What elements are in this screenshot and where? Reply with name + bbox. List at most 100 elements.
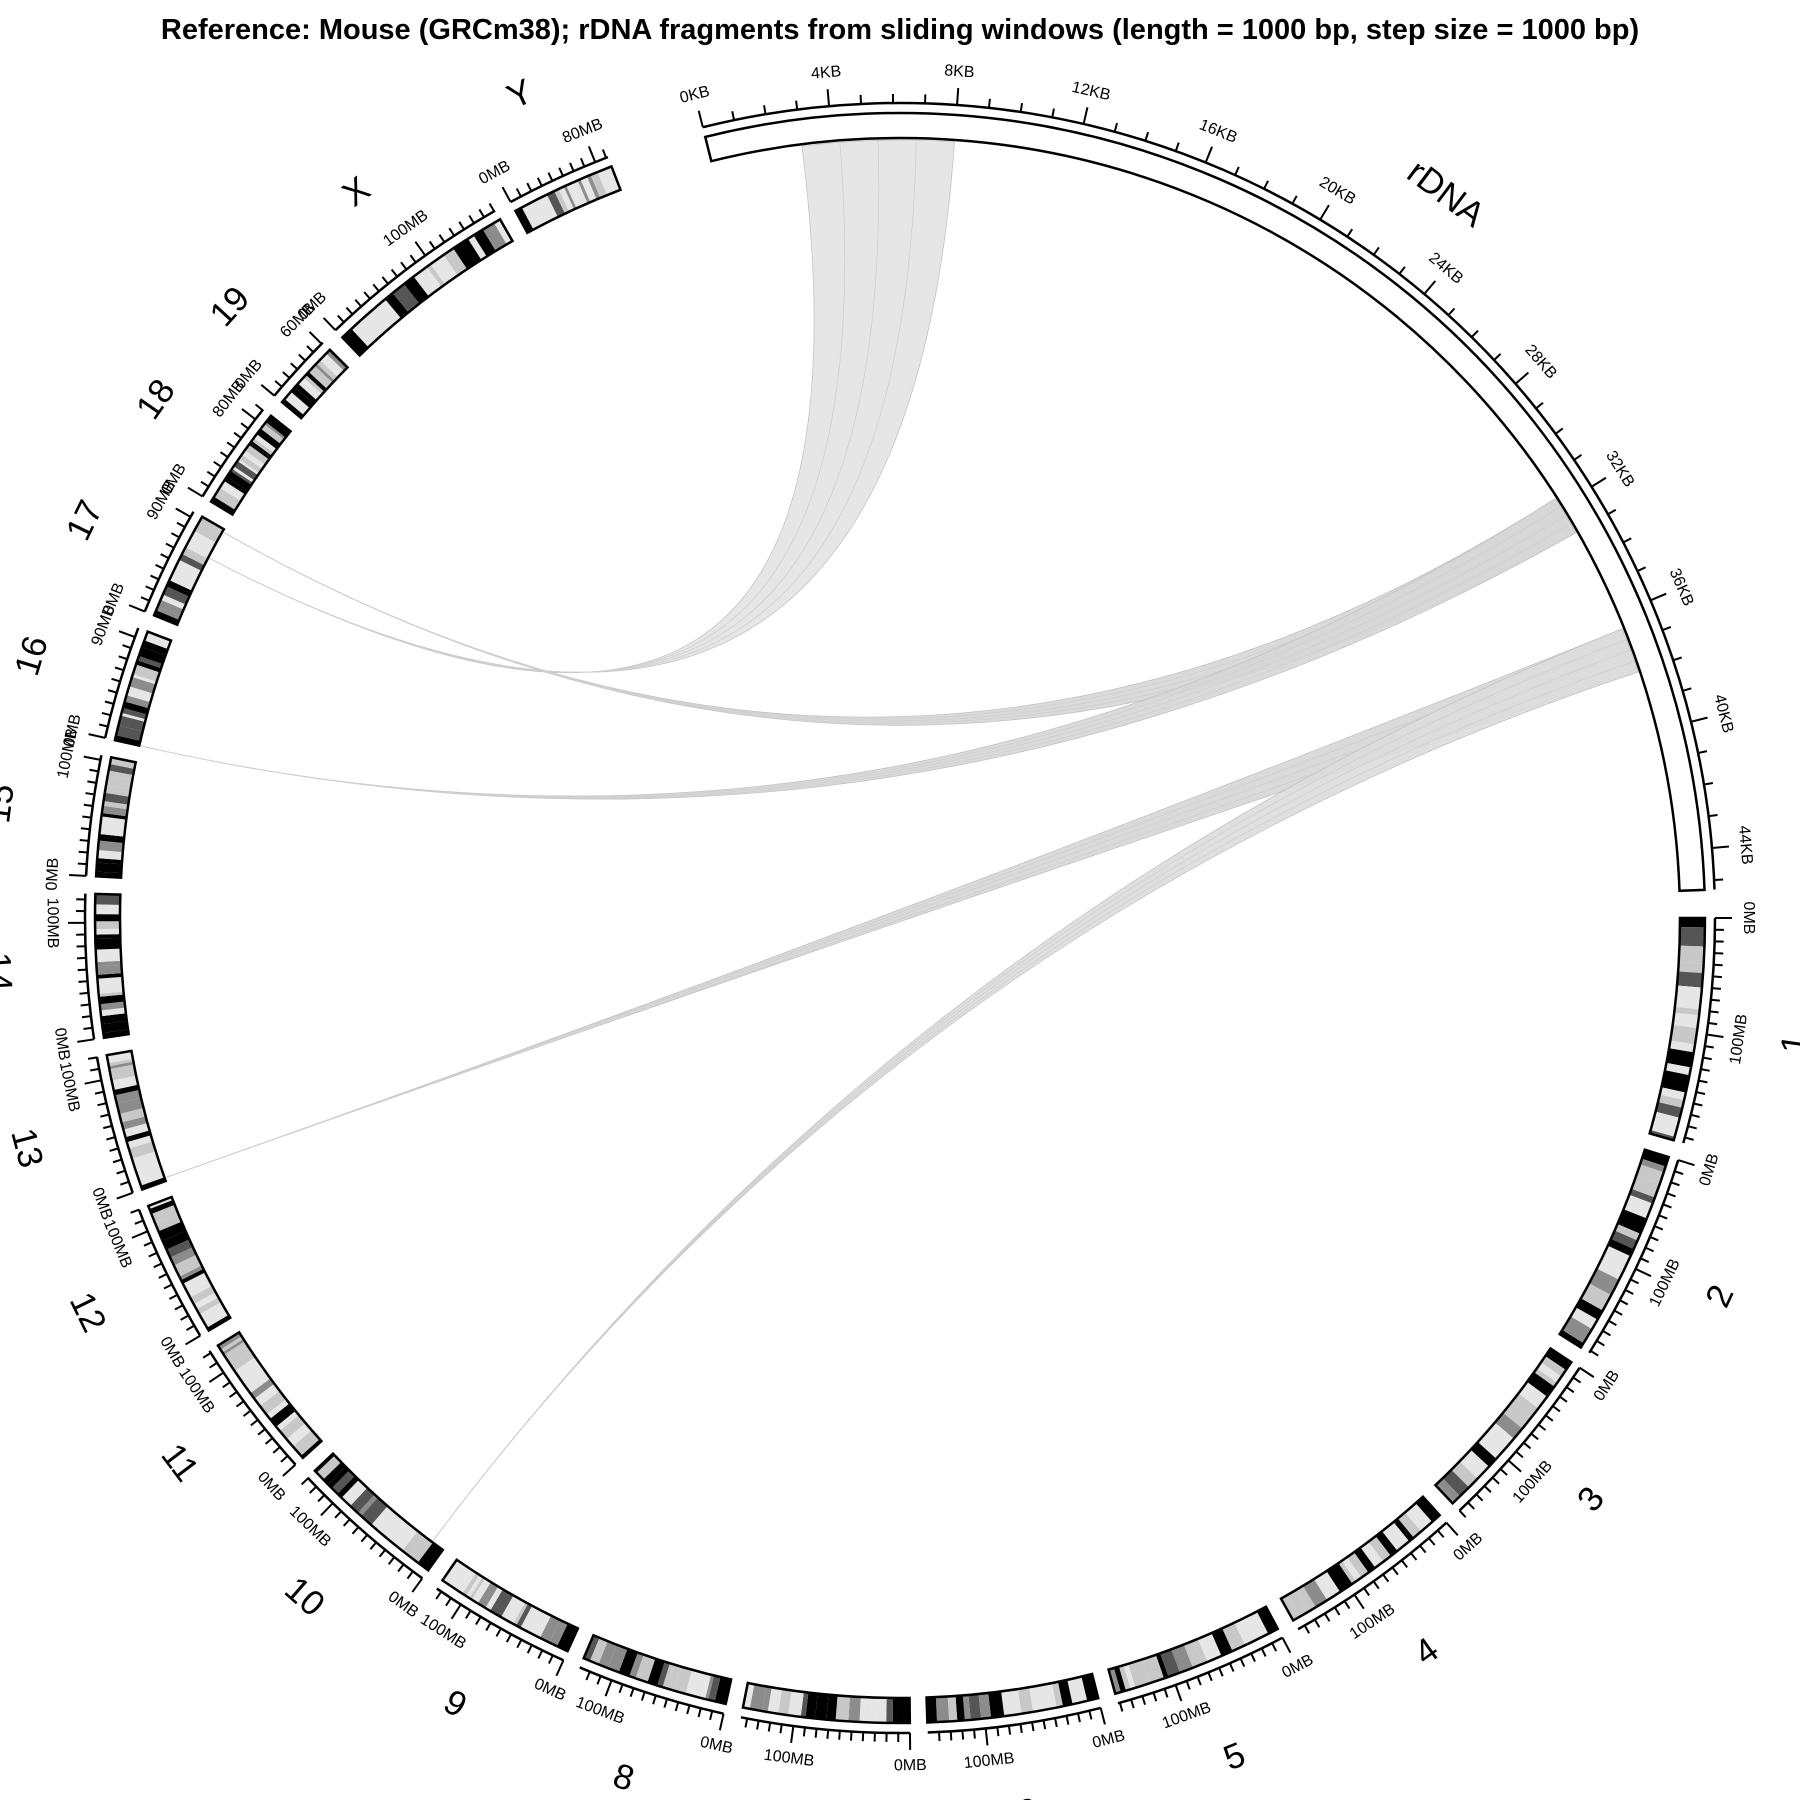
ideogram-2 (1557, 1148, 1671, 1350)
tick-10-1 (406, 1570, 414, 1580)
sector-15 (94, 755, 138, 879)
band-y-4 (538, 194, 558, 221)
tick-rdna-18 (1263, 180, 1269, 190)
band-8-7 (673, 1666, 693, 1694)
tick-2-12 (1624, 1288, 1634, 1295)
tick-5-4 (1239, 1658, 1246, 1668)
band-1-6 (1674, 1001, 1701, 1010)
tick-9-5 (505, 1633, 512, 1643)
band-19-5 (294, 383, 317, 404)
sector-16 (113, 630, 173, 748)
band-2-16 (1562, 1316, 1593, 1344)
band-7-13 (788, 1690, 798, 1717)
tick-label-rdna-36: 36KB (1666, 566, 1697, 609)
band-3-2 (1536, 1362, 1562, 1383)
tick-12-6 (158, 1273, 168, 1279)
sector-8 (581, 1633, 733, 1706)
band-17-9 (179, 553, 205, 571)
tick-15-8 (87, 780, 97, 784)
band-10-17 (314, 1453, 335, 1473)
axis-line-11 (208, 1350, 297, 1466)
tick-x-8 (400, 261, 408, 271)
tick-x-2 (345, 306, 354, 315)
sector-name-1: 1 (1773, 1032, 1800, 1057)
band-8-4 (696, 1672, 709, 1699)
band-16-12 (137, 655, 163, 669)
band-16-5 (122, 701, 149, 715)
band-10-4 (388, 1520, 410, 1544)
ideogram-18 (209, 413, 293, 517)
sector-name-3: 3 (1570, 1479, 1612, 1519)
band-6-9 (1001, 1690, 1011, 1717)
tick-15-7 (85, 792, 95, 796)
tick-9-10 (450, 1603, 462, 1620)
tick-6-5 (1042, 1720, 1047, 1730)
tick-x-0 (322, 317, 337, 331)
sector-18 (209, 413, 293, 517)
tick-14-3 (80, 1003, 90, 1007)
sector-name-19: 19 (202, 279, 257, 334)
tick-rdna-20 (1319, 204, 1330, 221)
band-x-5 (392, 283, 420, 313)
band-6-8 (1006, 1689, 1022, 1716)
tick-7-8 (814, 1728, 818, 1738)
band-8-2 (705, 1674, 715, 1700)
band-9-6 (516, 1603, 533, 1628)
tick-19-4 (298, 353, 307, 362)
tick-label-14-10: 100MB (44, 898, 61, 949)
tick-1-16 (1693, 1102, 1703, 1107)
tick-15-3 (79, 838, 89, 842)
tick-rdna-42 (1703, 782, 1714, 786)
band-13-1 (138, 1171, 165, 1186)
link-strand-4-3 (432, 660, 1635, 1541)
tick-rdna-17 (1234, 166, 1240, 176)
tick-rdna-28 (1514, 371, 1530, 385)
tick-3-4 (1552, 1405, 1561, 1413)
tick-11-4 (257, 1428, 266, 1436)
band-9-4 (524, 1607, 546, 1635)
tick-label-rdna-8: 8KB (944, 62, 975, 81)
ideogram-x (340, 217, 515, 358)
band-11-13 (234, 1356, 260, 1378)
band-4-2 (1405, 1509, 1425, 1532)
ideogram-1 (1648, 916, 1707, 1142)
tick-18-9 (254, 403, 264, 411)
band-4-6 (1375, 1531, 1398, 1556)
tick-5-5 (1228, 1662, 1235, 1672)
tick-rdna-41 (1697, 750, 1708, 754)
band-5-15 (1113, 1666, 1126, 1693)
band-y-8 (563, 185, 577, 210)
band-y-11 (577, 179, 591, 204)
band-11-14 (230, 1350, 256, 1371)
band-12-7 (186, 1280, 213, 1298)
band-8-9 (662, 1663, 675, 1689)
tick-4-10 (1353, 1594, 1365, 1610)
tick-rdna-16 (1204, 146, 1213, 163)
tick-2-16 (1602, 1329, 1611, 1337)
tick-8-9 (618, 1683, 624, 1694)
tick-15-1 (77, 862, 87, 866)
tick-14-5 (78, 980, 88, 983)
tick-10-8 (342, 1518, 351, 1527)
band-14-17 (95, 914, 121, 922)
band-7-3 (875, 1697, 887, 1723)
tick-label-rdna-40: 40KB (1710, 693, 1736, 735)
tick-2-1 (1674, 1170, 1684, 1175)
tick-17-3 (150, 574, 160, 581)
tick-y-4 (547, 172, 554, 182)
tick-12-0 (185, 1334, 201, 1346)
band-12-1 (204, 1311, 229, 1328)
tick-15-2 (78, 850, 88, 854)
band-10-13 (331, 1470, 355, 1494)
tick-5-7 (1207, 1672, 1213, 1682)
band-16-4 (121, 707, 148, 720)
tick-7-13 (756, 1720, 760, 1730)
tick-13-4 (109, 1147, 119, 1152)
band-16-3 (120, 712, 146, 722)
tick-label-7-10: 100MB (763, 1747, 815, 1771)
tick-17-0 (128, 604, 146, 613)
band-10-0 (417, 1542, 443, 1571)
ideogram-5 (1107, 1605, 1280, 1696)
band-9-19 (442, 1559, 464, 1585)
ideogram-layer (93, 111, 1707, 1725)
